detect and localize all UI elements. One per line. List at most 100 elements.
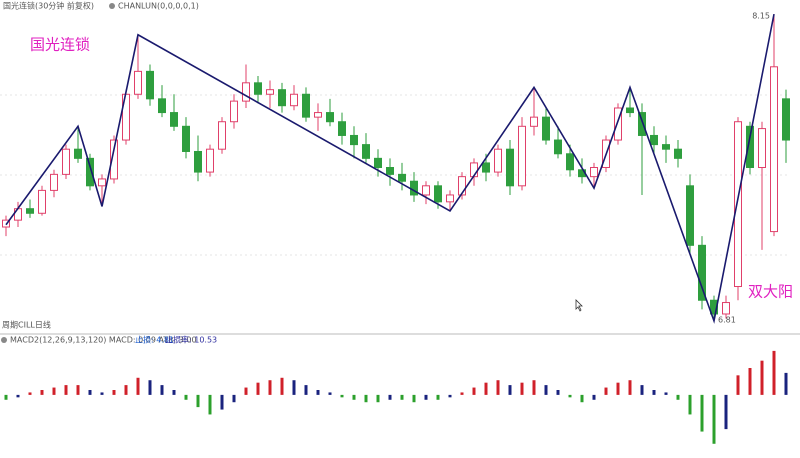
candle-body — [434, 185, 442, 203]
candle-body — [650, 134, 658, 146]
candle-body — [374, 157, 382, 169]
macd-bar — [40, 390, 44, 395]
candle-body — [518, 125, 526, 187]
candle-body — [86, 157, 94, 187]
candle-body — [194, 150, 202, 173]
macd-stop-rate: 止损率: 10.53 — [165, 335, 217, 345]
candle-body — [314, 112, 322, 118]
macd-bar — [4, 394, 8, 400]
macd-bar — [136, 377, 140, 395]
candle-body — [422, 185, 430, 196]
candle-body — [494, 148, 502, 173]
macd-bar — [364, 394, 368, 403]
macd-bar — [232, 394, 236, 403]
candle-body — [266, 89, 274, 95]
candle-body — [458, 176, 466, 196]
macd-bar — [304, 385, 308, 395]
macd-bar — [424, 394, 428, 400]
candle-body — [626, 107, 634, 114]
macd-bar — [340, 394, 344, 398]
candle-body — [134, 70, 142, 95]
candle-body — [446, 194, 454, 203]
macd-bar — [760, 360, 764, 395]
macd-bar — [196, 394, 200, 408]
macd-bar — [268, 380, 272, 395]
candle-body — [26, 208, 34, 214]
candle-body — [746, 125, 754, 168]
macd-bar — [616, 382, 620, 395]
macd-bar — [484, 382, 488, 395]
candle-body — [698, 244, 706, 301]
macd-bar — [244, 387, 248, 395]
candle-body — [734, 121, 742, 288]
candle-body — [530, 116, 538, 127]
macd-bar — [736, 375, 740, 395]
macd-bar — [76, 385, 80, 395]
macd-bar — [88, 390, 92, 395]
candle-body — [386, 167, 394, 175]
macd-bar — [520, 382, 524, 395]
candle-body — [242, 82, 250, 102]
macd-bar — [640, 385, 644, 395]
macd-bar — [592, 394, 596, 400]
macd-bar — [100, 392, 104, 395]
macd-bar — [460, 392, 464, 395]
indicator-label: CHANLUN(0,0,0,0,1) — [118, 2, 199, 11]
grid — [0, 94, 790, 256]
macd-bar — [724, 394, 728, 430]
macd-bar — [16, 394, 20, 398]
macd-bar — [472, 387, 476, 395]
macd-bar — [556, 390, 560, 395]
high-label: 8.15 — [752, 12, 770, 21]
candle-body — [638, 112, 646, 136]
macd-bar — [712, 394, 716, 444]
macd-bar — [448, 394, 452, 398]
cursor — [575, 299, 583, 312]
macd-bar — [496, 380, 500, 395]
candle-body — [590, 167, 598, 178]
macd-bar — [400, 394, 404, 400]
candle-body — [770, 66, 778, 233]
candle-body — [566, 153, 574, 171]
candle-body — [50, 173, 58, 191]
macd-bar — [160, 385, 164, 395]
macd-title: MACD2(12,26,9,13,120) MACD: 0.09 ATR: 3.… — [10, 336, 197, 345]
stock-title: 国光连锁 — [30, 36, 90, 54]
macd-bar — [568, 394, 572, 398]
macd-bar — [184, 394, 188, 400]
macd-bar — [436, 394, 440, 400]
candle-body — [230, 100, 238, 123]
macd-bar — [604, 387, 608, 395]
candle-body — [686, 185, 694, 246]
macd-bar — [28, 392, 32, 395]
macd-bar — [52, 387, 56, 395]
macd-bar — [532, 380, 536, 395]
macd-bar — [628, 380, 632, 395]
candle-body — [674, 148, 682, 159]
candle-body — [506, 148, 514, 187]
macd-bar — [292, 380, 296, 395]
candle-body — [302, 93, 310, 118]
candle-body — [146, 70, 154, 100]
macd-bar — [316, 390, 320, 395]
macd-bar — [508, 385, 512, 395]
macd-bar — [352, 394, 356, 400]
candle-body — [326, 112, 334, 123]
candle-body — [74, 148, 82, 159]
macd-bar — [700, 394, 704, 432]
candle-body — [62, 148, 70, 175]
candle-body — [542, 116, 550, 141]
candle-body — [110, 139, 118, 180]
candle-body — [206, 148, 214, 173]
candle-body — [758, 128, 766, 169]
candle-body — [38, 189, 46, 214]
macd-bar — [388, 394, 392, 400]
macd-bar — [172, 390, 176, 395]
macd-bar — [280, 377, 284, 395]
macd-bar — [688, 394, 692, 415]
candle-body — [398, 173, 406, 182]
candle-body — [218, 121, 226, 150]
macd-bar — [124, 385, 128, 395]
candle-body — [362, 144, 370, 159]
macd-bar — [772, 350, 776, 395]
